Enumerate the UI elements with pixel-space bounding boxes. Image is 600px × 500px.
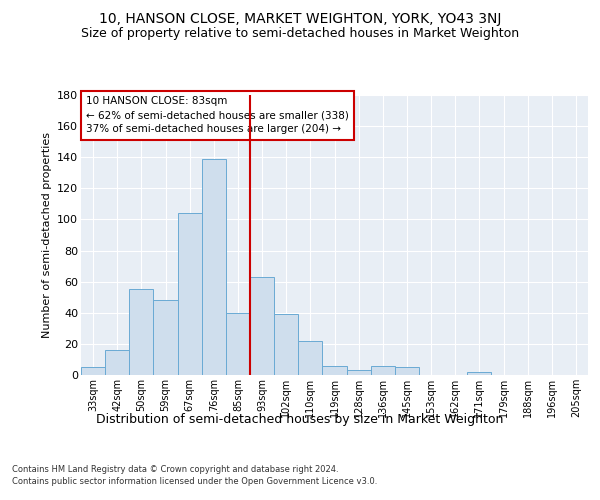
Bar — [250, 277, 274, 375]
Text: Contains public sector information licensed under the Open Government Licence v3: Contains public sector information licen… — [12, 478, 377, 486]
Bar — [81, 367, 105, 375]
Bar — [322, 366, 347, 375]
Bar — [347, 370, 371, 375]
Bar — [298, 341, 322, 375]
Bar — [129, 290, 154, 375]
Bar — [395, 367, 419, 375]
Text: Contains HM Land Registry data © Crown copyright and database right 2024.: Contains HM Land Registry data © Crown c… — [12, 465, 338, 474]
Text: Distribution of semi-detached houses by size in Market Weighton: Distribution of semi-detached houses by … — [97, 412, 503, 426]
Bar — [178, 213, 202, 375]
Bar — [467, 372, 491, 375]
Y-axis label: Number of semi-detached properties: Number of semi-detached properties — [41, 132, 52, 338]
Bar — [105, 350, 129, 375]
Bar — [371, 366, 395, 375]
Text: Size of property relative to semi-detached houses in Market Weighton: Size of property relative to semi-detach… — [81, 28, 519, 40]
Bar — [154, 300, 178, 375]
Text: 10 HANSON CLOSE: 83sqm
← 62% of semi-detached houses are smaller (338)
37% of se: 10 HANSON CLOSE: 83sqm ← 62% of semi-det… — [86, 96, 349, 134]
Text: 10, HANSON CLOSE, MARKET WEIGHTON, YORK, YO43 3NJ: 10, HANSON CLOSE, MARKET WEIGHTON, YORK,… — [99, 12, 501, 26]
Bar — [226, 313, 250, 375]
Bar — [202, 159, 226, 375]
Bar — [274, 314, 298, 375]
